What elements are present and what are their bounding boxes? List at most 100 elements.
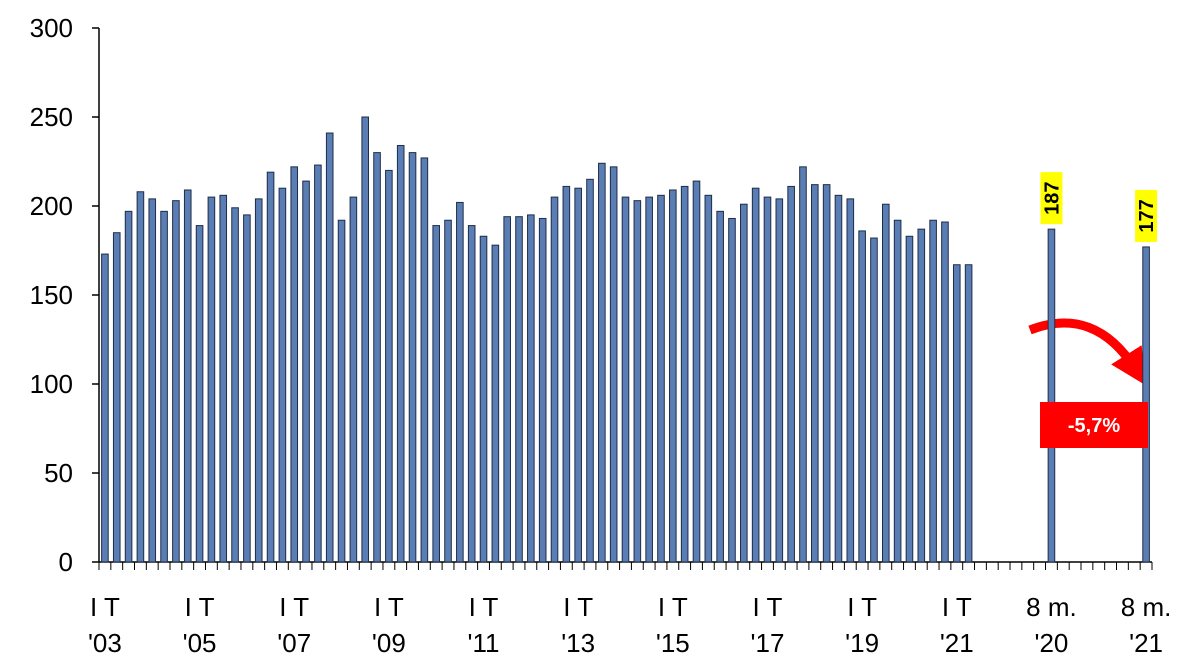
bar — [432, 225, 440, 563]
bar — [325, 132, 334, 563]
bar — [787, 185, 795, 563]
bar — [917, 228, 926, 563]
bar — [669, 189, 677, 563]
bar — [266, 171, 275, 563]
bar — [456, 201, 464, 563]
change-arrow — [1028, 318, 1146, 386]
bar — [716, 210, 724, 563]
x-tick-label: '11 — [468, 628, 500, 657]
bar — [621, 196, 630, 563]
bar — [609, 166, 618, 563]
bar — [822, 184, 831, 563]
bar — [278, 187, 287, 563]
bar — [929, 219, 937, 563]
x-tick-label: I T — [563, 592, 593, 622]
bar — [396, 144, 405, 563]
y-tick-label: 300 — [30, 13, 73, 43]
x-tick-label: '05 — [183, 628, 217, 657]
bar — [148, 198, 157, 563]
bar — [515, 216, 523, 563]
bar — [680, 185, 689, 563]
bar — [467, 225, 476, 563]
bar — [112, 232, 121, 563]
bar — [183, 189, 192, 563]
y-tick-label: 50 — [44, 458, 73, 488]
value-label-box — [1135, 189, 1158, 242]
x-tick-label: '21 — [1129, 628, 1163, 657]
x-tick-label: I T — [753, 592, 783, 622]
bar — [846, 198, 855, 563]
bar — [314, 164, 322, 563]
x-tick-label: '21 — [940, 628, 974, 657]
x-tick-label: I T — [374, 592, 404, 622]
x-tick-label: '17 — [751, 628, 785, 657]
bar — [858, 230, 866, 563]
x-tick-label: I T — [185, 592, 215, 622]
bar — [881, 203, 890, 563]
bar — [243, 214, 251, 563]
bar — [586, 178, 594, 563]
x-tick-label: '15 — [656, 628, 690, 657]
x-tick-label: I T — [279, 592, 309, 622]
x-tick-label: '19 — [845, 628, 879, 657]
bar — [1047, 228, 1056, 563]
x-tick-label: I T — [658, 592, 688, 622]
bar — [349, 196, 358, 563]
bar — [254, 198, 263, 563]
x-tick-label: '07 — [277, 628, 311, 657]
bar — [740, 203, 748, 563]
y-tick-label: 100 — [30, 369, 73, 399]
bar — [657, 194, 665, 563]
bar — [870, 237, 878, 563]
bar — [905, 235, 914, 563]
value-label: 177 — [1136, 199, 1158, 232]
bar — [775, 198, 784, 563]
bar — [704, 194, 713, 563]
bar — [645, 196, 653, 563]
x-tick-label: '03 — [88, 628, 122, 657]
bar — [598, 162, 606, 563]
bar — [952, 264, 961, 563]
y-tick-label: 0 — [59, 547, 73, 577]
bar — [101, 253, 109, 563]
bar — [302, 180, 310, 563]
bar — [231, 207, 239, 563]
bar — [941, 221, 949, 563]
x-tick-label: I T — [942, 592, 972, 622]
y-tick-label: 250 — [30, 102, 73, 132]
x-tick-label: '20 — [1034, 628, 1068, 657]
x-tick-label: I T — [847, 592, 877, 622]
bar — [207, 196, 216, 563]
bar — [574, 187, 582, 563]
bar — [160, 210, 168, 563]
bar — [964, 264, 973, 563]
bar — [503, 216, 511, 563]
bar — [751, 187, 760, 563]
bar — [692, 180, 701, 563]
bar — [420, 157, 429, 563]
bar — [408, 152, 417, 563]
value-label: 187 — [1041, 181, 1063, 214]
bar — [136, 191, 145, 563]
bar — [444, 219, 452, 563]
bar — [361, 116, 370, 563]
bar — [491, 244, 500, 563]
bar — [527, 214, 535, 563]
bar — [479, 235, 488, 563]
bar — [219, 194, 228, 563]
x-tick-label: 8 m. — [1026, 592, 1077, 622]
x-tick-label: '09 — [372, 628, 406, 657]
bar — [550, 196, 559, 563]
bar — [195, 225, 204, 563]
x-tick-label: I T — [90, 592, 120, 622]
bar — [337, 219, 346, 563]
bar — [290, 166, 299, 563]
bar — [893, 219, 902, 563]
bar — [633, 200, 642, 563]
y-tick-label: 200 — [30, 191, 73, 221]
value-label-box — [1040, 172, 1063, 225]
x-tick-label: 8 m. — [1121, 592, 1172, 622]
bar — [538, 217, 547, 563]
annotation: -5,7% — [1068, 415, 1120, 437]
